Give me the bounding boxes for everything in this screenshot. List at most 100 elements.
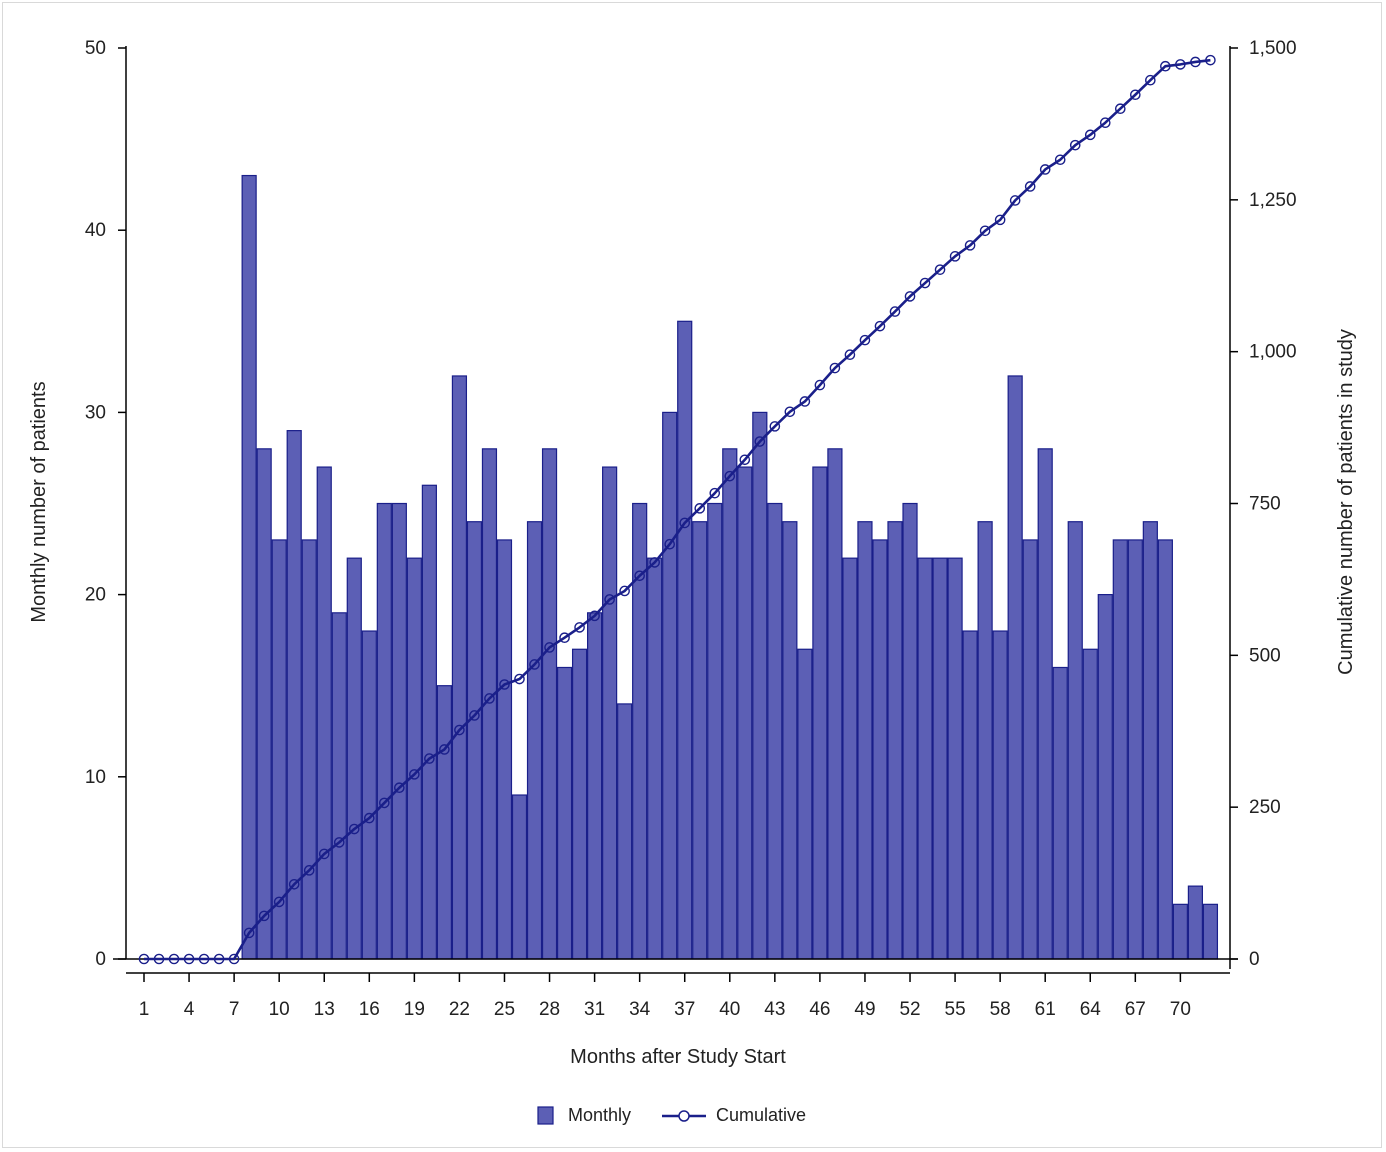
cumulative-point xyxy=(303,865,315,876)
cumulative-point xyxy=(228,953,240,965)
bar xyxy=(421,484,437,960)
x-tick-label: 28 xyxy=(539,999,560,1020)
bar xyxy=(947,557,963,960)
bar xyxy=(977,521,993,960)
bar xyxy=(1022,539,1038,960)
x-tick-label: 40 xyxy=(719,999,740,1020)
bar xyxy=(1007,375,1023,960)
bar xyxy=(872,539,888,960)
bars-layer xyxy=(241,174,1219,960)
cumulative-point xyxy=(844,349,856,361)
y-tick-label: 40 xyxy=(85,220,106,241)
cumulative-point xyxy=(679,517,691,529)
x-tick-label: 55 xyxy=(945,999,966,1020)
x-tick-label: 49 xyxy=(854,999,875,1020)
y-axis-title: Monthly number of patients xyxy=(28,381,50,622)
y2-tick-label: 1,500 xyxy=(1249,38,1297,59)
bar xyxy=(1202,903,1219,960)
bar xyxy=(797,648,813,960)
cumulative-point xyxy=(649,557,660,568)
cumulative-point xyxy=(1160,60,1171,72)
cumulative-point xyxy=(604,594,615,605)
legend-swatch-monthly xyxy=(537,1106,554,1125)
cumulative-point xyxy=(484,693,495,704)
cumulative-point xyxy=(634,570,645,582)
x-tick-label: 31 xyxy=(584,999,605,1020)
bar xyxy=(842,557,858,960)
bar xyxy=(1142,521,1158,960)
cumulative-point xyxy=(859,334,871,346)
bar xyxy=(1097,593,1113,960)
bar xyxy=(602,466,618,960)
bar xyxy=(1082,648,1098,960)
cumulative-point xyxy=(1069,139,1081,151)
bar xyxy=(391,502,407,960)
bar xyxy=(1127,539,1143,960)
cumulative-point xyxy=(1099,117,1111,128)
cumulative-point xyxy=(829,362,841,374)
cumulative-point xyxy=(499,679,510,690)
bar xyxy=(1067,521,1083,960)
cumulative-point xyxy=(874,320,886,332)
bar xyxy=(361,630,377,960)
bar xyxy=(1187,885,1204,960)
bar xyxy=(586,612,603,960)
cumulative-point xyxy=(198,953,210,965)
x-tick-label: 4 xyxy=(184,999,195,1020)
bar xyxy=(707,502,723,960)
bar xyxy=(662,411,678,960)
cumulative-point xyxy=(243,927,255,939)
cumulative-point xyxy=(544,642,555,653)
cumulative-point xyxy=(934,264,946,275)
y-tick-label: 0 xyxy=(95,949,106,970)
y2-tick-label: 250 xyxy=(1249,797,1281,818)
x-tick-label: 7 xyxy=(229,999,240,1020)
bar xyxy=(556,666,573,960)
bar xyxy=(902,502,918,960)
x-tick-label: 37 xyxy=(674,999,695,1020)
x-tick-label: 22 xyxy=(449,999,470,1020)
bar xyxy=(782,521,798,960)
bar xyxy=(992,630,1008,960)
bar xyxy=(1112,539,1128,960)
bar xyxy=(752,411,768,960)
cumulative-point xyxy=(694,503,706,514)
y-tick-label: 50 xyxy=(85,38,106,59)
x-axis-title: Months after Study Start xyxy=(570,1046,786,1068)
cumulative-point xyxy=(619,585,630,597)
x-tick-label: 52 xyxy=(899,999,920,1020)
x-tick-label: 16 xyxy=(359,999,380,1020)
cumulative-point xyxy=(1054,154,1066,166)
cumulative-point xyxy=(514,673,525,685)
cumulative-point xyxy=(258,910,270,922)
y2-tick-label: 0 xyxy=(1249,949,1260,970)
bar xyxy=(451,375,468,960)
bar xyxy=(511,794,528,960)
cumulative-point xyxy=(318,848,330,860)
bar xyxy=(406,557,422,960)
cumulative-point xyxy=(1115,103,1126,115)
bar xyxy=(496,539,513,960)
legend-marker-cumulative xyxy=(678,1110,690,1122)
cumulative-point xyxy=(979,225,991,237)
bar xyxy=(331,612,347,960)
legend-label-monthly: Monthly xyxy=(568,1105,631,1125)
x-tick-label: 19 xyxy=(404,999,425,1020)
bar xyxy=(857,521,873,960)
bar xyxy=(346,557,362,960)
bar xyxy=(962,630,978,960)
cumulative-point xyxy=(589,610,600,622)
bar xyxy=(767,502,783,960)
cumulative-point xyxy=(799,396,811,407)
x-tick-label: 67 xyxy=(1125,999,1146,1020)
cumulative-point xyxy=(424,753,435,764)
cumulative-point xyxy=(754,436,766,447)
cumulative-point xyxy=(379,797,390,809)
bar xyxy=(647,557,663,960)
x-tick-label: 46 xyxy=(809,999,830,1020)
bar xyxy=(887,521,903,960)
bar xyxy=(436,685,452,960)
